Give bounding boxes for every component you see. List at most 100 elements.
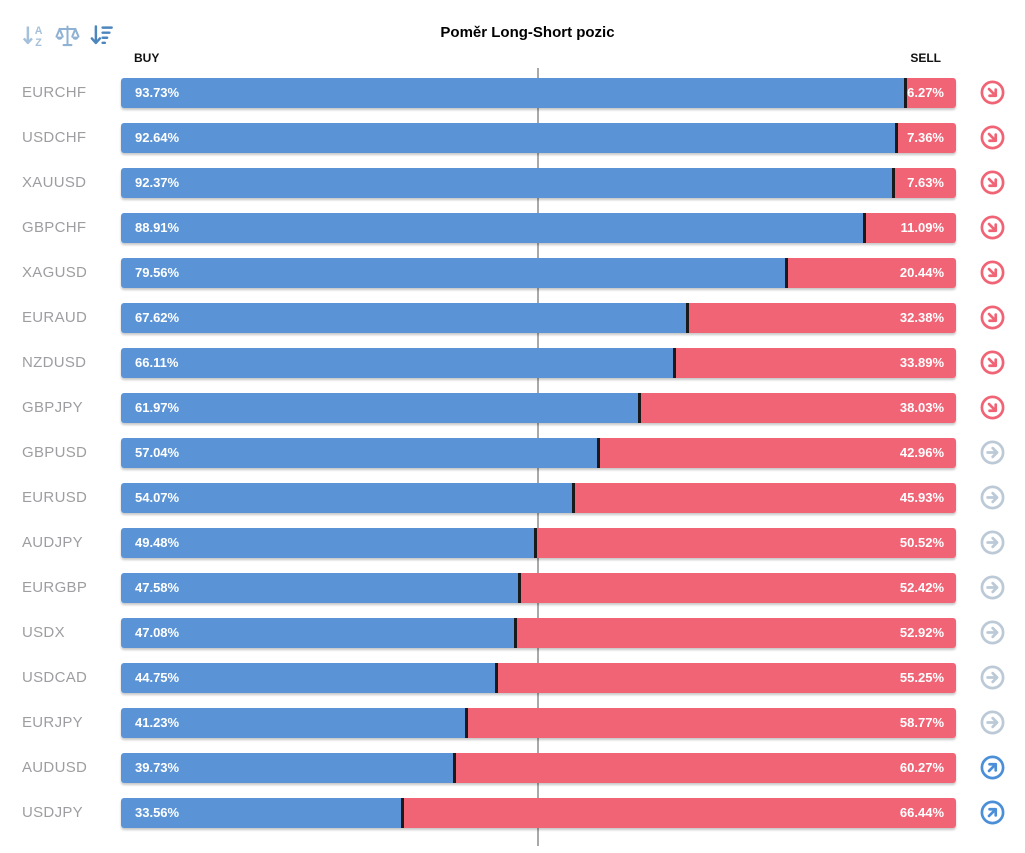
sell-bar-segment: 52.42% bbox=[521, 572, 956, 603]
sell-column-header: SELL bbox=[910, 51, 941, 65]
svg-text:A: A bbox=[35, 25, 43, 37]
long-short-bar: 93.73% 6.27% bbox=[121, 77, 956, 108]
sell-bar-segment: 66.44% bbox=[404, 797, 956, 828]
sell-bar-segment: 11.09% bbox=[866, 212, 956, 243]
arrow-up-right-circle-icon bbox=[979, 799, 1006, 826]
buy-bar-segment: 57.04% bbox=[121, 437, 598, 468]
bar-divider bbox=[401, 797, 405, 828]
bar-divider bbox=[572, 482, 576, 513]
sell-bar-segment: 32.38% bbox=[688, 302, 956, 333]
sentiment-row: USDJPY 33.56% 66.44% bbox=[0, 790, 1025, 835]
sell-bar-segment: 7.36% bbox=[897, 122, 956, 153]
sell-value: 7.63% bbox=[907, 175, 944, 190]
buy-bar-segment: 92.64% bbox=[121, 122, 895, 153]
buy-value: 44.75% bbox=[135, 670, 180, 685]
bar-divider bbox=[903, 77, 907, 108]
buy-value: 61.97% bbox=[135, 400, 180, 415]
sentiment-rows: EURCHF 93.73% 6.27% USDCHF 92.64% 7.36% … bbox=[0, 70, 1025, 835]
sell-value: 52.92% bbox=[899, 625, 944, 640]
sentiment-row: USDX 47.08% 52.92% bbox=[0, 610, 1025, 655]
buy-bar-segment: 49.48% bbox=[121, 527, 535, 558]
arrow-down-right-circle-icon bbox=[979, 169, 1006, 196]
sell-bar-segment: 6.27% bbox=[906, 77, 956, 108]
buy-value: 39.73% bbox=[135, 760, 180, 775]
bar-divider bbox=[452, 752, 456, 783]
buy-bar-segment: 66.11% bbox=[121, 347, 674, 378]
sell-bar-segment: 7.63% bbox=[895, 167, 956, 198]
long-short-bar: 67.62% 32.38% bbox=[121, 302, 956, 333]
bar-divider bbox=[465, 707, 469, 738]
buy-bar-segment: 44.75% bbox=[121, 662, 495, 693]
currency-pair-label: USDCAD bbox=[22, 669, 88, 686]
bar-divider bbox=[892, 167, 896, 198]
sentiment-row: AUDUSD 39.73% 60.27% bbox=[0, 745, 1025, 790]
arrow-down-right-circle-icon bbox=[979, 79, 1006, 106]
arrow-down-right-circle-icon bbox=[979, 124, 1006, 151]
currency-pair-label: XAGUSD bbox=[22, 264, 88, 281]
arrow-right-circle-icon bbox=[979, 709, 1006, 736]
sentiment-row: USDCHF 92.64% 7.36% bbox=[0, 115, 1025, 160]
buy-bar-segment: 88.91% bbox=[121, 212, 864, 243]
balance-scale-icon[interactable] bbox=[54, 22, 81, 49]
buy-bar-segment: 39.73% bbox=[121, 752, 453, 783]
long-short-bar: 47.58% 52.42% bbox=[121, 572, 956, 603]
buy-bar-segment: 79.56% bbox=[121, 257, 786, 288]
bar-divider bbox=[518, 572, 522, 603]
sentiment-row: XAGUSD 79.56% 20.44% bbox=[0, 250, 1025, 295]
arrow-right-circle-icon bbox=[979, 664, 1006, 691]
sell-value: 60.27% bbox=[899, 760, 944, 775]
sentiment-row: EURUSD 54.07% 45.93% bbox=[0, 475, 1025, 520]
sell-value: 7.36% bbox=[907, 130, 944, 145]
bar-divider bbox=[894, 122, 898, 153]
sell-value: 6.27% bbox=[907, 85, 944, 100]
sentiment-row: EURCHF 93.73% 6.27% bbox=[0, 70, 1025, 115]
sentiment-row: AUDJPY 49.48% 50.52% bbox=[0, 520, 1025, 565]
bar-divider bbox=[494, 662, 498, 693]
bar-divider bbox=[863, 212, 867, 243]
bar-divider bbox=[514, 617, 518, 648]
sell-bar-segment: 33.89% bbox=[676, 347, 956, 378]
arrow-right-circle-icon bbox=[979, 484, 1006, 511]
buy-bar-segment: 92.37% bbox=[121, 167, 893, 198]
buy-bar-segment: 93.73% bbox=[121, 77, 904, 108]
sell-value: 33.89% bbox=[899, 355, 944, 370]
buy-value: 92.64% bbox=[135, 130, 180, 145]
sell-value: 38.03% bbox=[899, 400, 944, 415]
long-short-bar: 92.37% 7.63% bbox=[121, 167, 956, 198]
sort-alphabetical-icon[interactable]: A Z bbox=[20, 22, 47, 49]
sell-bar-segment: 20.44% bbox=[788, 257, 956, 288]
buy-bar-segment: 47.08% bbox=[121, 617, 515, 648]
bar-divider bbox=[534, 527, 538, 558]
sell-bar-segment: 58.77% bbox=[468, 707, 956, 738]
buy-value: 88.91% bbox=[135, 220, 180, 235]
long-short-bar: 33.56% 66.44% bbox=[121, 797, 956, 828]
column-headers: BUY SELL bbox=[121, 51, 956, 65]
currency-pair-label: EURUSD bbox=[22, 489, 88, 506]
currency-pair-label: USDX bbox=[22, 624, 65, 641]
buy-value: 67.62% bbox=[135, 310, 180, 325]
long-short-bar: 41.23% 58.77% bbox=[121, 707, 956, 738]
sort-amount-descending-icon[interactable] bbox=[88, 22, 115, 49]
sentiment-row: XAUUSD 92.37% 7.63% bbox=[0, 160, 1025, 205]
arrow-right-circle-icon bbox=[979, 574, 1006, 601]
sell-value: 50.52% bbox=[899, 535, 944, 550]
sell-value: 42.96% bbox=[899, 445, 944, 460]
sell-bar-segment: 45.93% bbox=[575, 482, 956, 513]
sell-value: 52.42% bbox=[899, 580, 944, 595]
buy-column-header: BUY bbox=[134, 51, 160, 65]
long-short-bar: 61.97% 38.03% bbox=[121, 392, 956, 423]
buy-value: 66.11% bbox=[135, 355, 179, 370]
buy-value: 57.04% bbox=[135, 445, 180, 460]
buy-bar-segment: 41.23% bbox=[121, 707, 466, 738]
buy-value: 92.37% bbox=[135, 175, 180, 190]
buy-value: 54.07% bbox=[135, 490, 180, 505]
currency-pair-label: USDJPY bbox=[22, 804, 83, 821]
sentiment-row: EURGBP 47.58% 52.42% bbox=[0, 565, 1025, 610]
currency-pair-label: AUDUSD bbox=[22, 759, 88, 776]
buy-value: 93.73% bbox=[135, 85, 180, 100]
sell-value: 45.93% bbox=[899, 490, 944, 505]
currency-pair-label: NZDUSD bbox=[22, 354, 87, 371]
arrow-down-right-circle-icon bbox=[979, 304, 1006, 331]
arrow-down-right-circle-icon bbox=[979, 259, 1006, 286]
